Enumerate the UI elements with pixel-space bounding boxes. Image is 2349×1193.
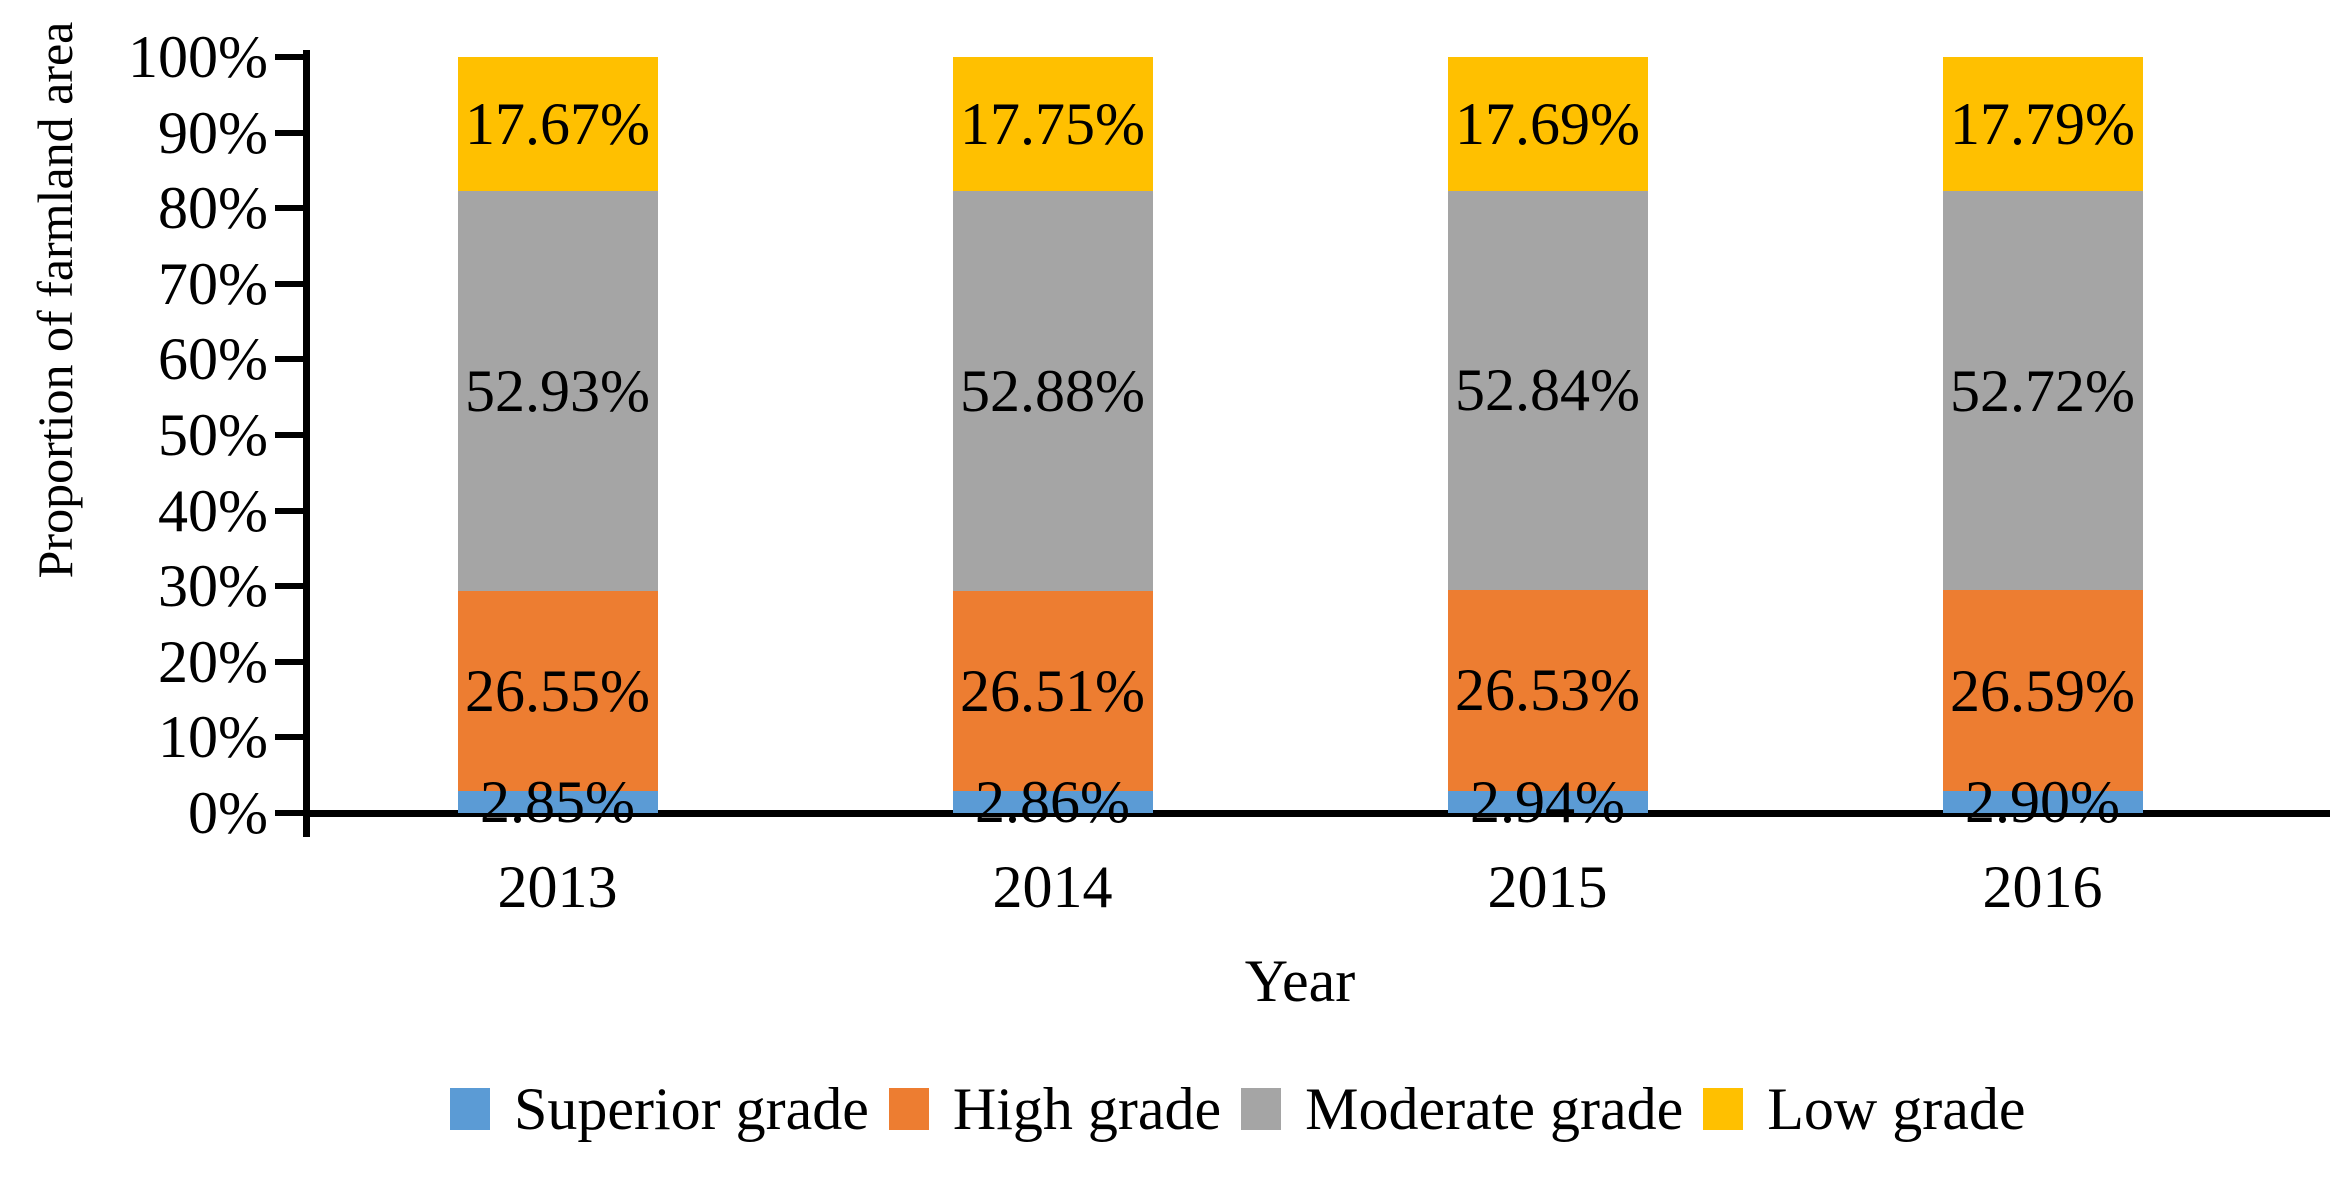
x-axis-category-label: 2015: [1487, 854, 1608, 920]
bar-segment-data-label: 52.84%: [1455, 357, 1640, 424]
bar-segment: 52.72%: [1942, 191, 2143, 591]
y-axis-tick-label: 20%: [158, 628, 268, 695]
x-axis-line: [303, 810, 2330, 817]
y-axis-tick-mark: [275, 129, 303, 136]
bar-segment-data-label: 17.79%: [1950, 91, 2135, 158]
legend-item: Low grade: [1703, 1076, 2026, 1142]
y-axis-tick-mark: [275, 432, 303, 438]
y-axis-tick-mark: [275, 54, 303, 60]
bar-segment-data-label: 26.59%: [1950, 657, 2135, 724]
y-axis-tick-mark: [275, 810, 303, 816]
y-axis-tick-mark: [275, 583, 303, 590]
y-axis-tick-label: 70%: [158, 250, 268, 317]
legend-item: Moderate grade: [1241, 1078, 1683, 1140]
legend-swatch: [1241, 1088, 1282, 1130]
bar-segment-data-label: 2.86%: [975, 769, 1130, 836]
y-axis-tick-label: 40%: [158, 477, 268, 544]
bar-segment: 2.94%: [1447, 771, 1648, 833]
legend-label: High grade: [952, 1076, 1222, 1142]
bar-segment-data-label: 26.55%: [465, 658, 650, 725]
bar-segment: 26.59%: [1942, 590, 2143, 792]
x-axis-category-label: 2014: [992, 854, 1113, 920]
bar-segment-data-label: 2.90%: [1965, 769, 2120, 836]
y-axis-tick-label: 100%: [128, 24, 268, 90]
y-axis-tick-label: 30%: [158, 553, 268, 620]
y-axis-tick-mark: [275, 280, 303, 287]
y-axis-tick-mark: [275, 658, 303, 665]
bar-segment-data-label: 26.51%: [960, 658, 1145, 725]
y-axis-line: [303, 50, 310, 837]
legend-label: Superior grade: [514, 1076, 869, 1142]
bar-segment: 26.51%: [952, 590, 1153, 792]
x-axis-category-label: 2016: [1982, 854, 2103, 920]
bar-segment: 26.55%: [457, 590, 658, 792]
bar-segment-data-label: 2.94%: [1470, 768, 1625, 835]
bar-segment-data-label: 52.72%: [1950, 357, 2135, 424]
bar-segment: 52.84%: [1447, 190, 1648, 591]
y-axis-tick-label: 50%: [158, 402, 268, 468]
y-axis-tick-mark: [275, 734, 303, 741]
bar-segment: 2.86%: [952, 771, 1153, 833]
bar-segment: 17.69%: [1447, 57, 1648, 191]
legend-swatch: [1703, 1088, 1744, 1130]
bar-segment-data-label: 2.85%: [480, 769, 635, 836]
bar-segment-data-label: 17.67%: [465, 90, 650, 157]
y-axis-tick-mark: [275, 356, 303, 363]
bar-segment-data-label: 52.88%: [960, 358, 1145, 425]
bar-segment: 26.53%: [1447, 590, 1648, 791]
bar-segment-data-label: 17.69%: [1455, 90, 1640, 157]
legend-label: Low grade: [1767, 1076, 2026, 1142]
bar-segment-data-label: 17.75%: [960, 91, 1145, 158]
y-axis-tick-label: 90%: [158, 99, 268, 166]
legend: Superior grade High grade Moderate grade Lo…: [450, 1078, 2026, 1140]
bar-segment: 17.79%: [1942, 57, 2143, 192]
legend-item: High grade: [888, 1076, 1222, 1142]
y-axis-tick-label: 60%: [158, 326, 268, 393]
legend-label: Moderate grade: [1305, 1076, 1684, 1142]
y-axis-tick-label: 0%: [188, 780, 268, 846]
bar-segment: 17.67%: [457, 57, 658, 191]
bar-segment: 2.90%: [1942, 771, 2143, 833]
y-axis-tick-label: 80%: [158, 175, 268, 242]
bar-segment: 52.88%: [952, 191, 1153, 591]
bar-segment-data-label: 26.53%: [1455, 657, 1640, 724]
x-axis-category-label: 2013: [497, 854, 618, 920]
y-axis-tick-mark: [275, 507, 303, 514]
y-axis-tick-mark: [275, 205, 303, 212]
bar-segment: 2.85%: [457, 771, 658, 833]
x-axis-title: Year: [1244, 948, 1356, 1014]
bar-segment: 52.93%: [457, 190, 658, 591]
legend-swatch: [450, 1088, 490, 1130]
legend-item: Superior grade: [450, 1078, 869, 1140]
bar-segment: 17.75%: [952, 57, 1153, 192]
bar-segment-data-label: 52.93%: [465, 357, 650, 424]
legend-swatch: [888, 1088, 929, 1130]
y-axis-tick-label: 10%: [158, 704, 268, 771]
